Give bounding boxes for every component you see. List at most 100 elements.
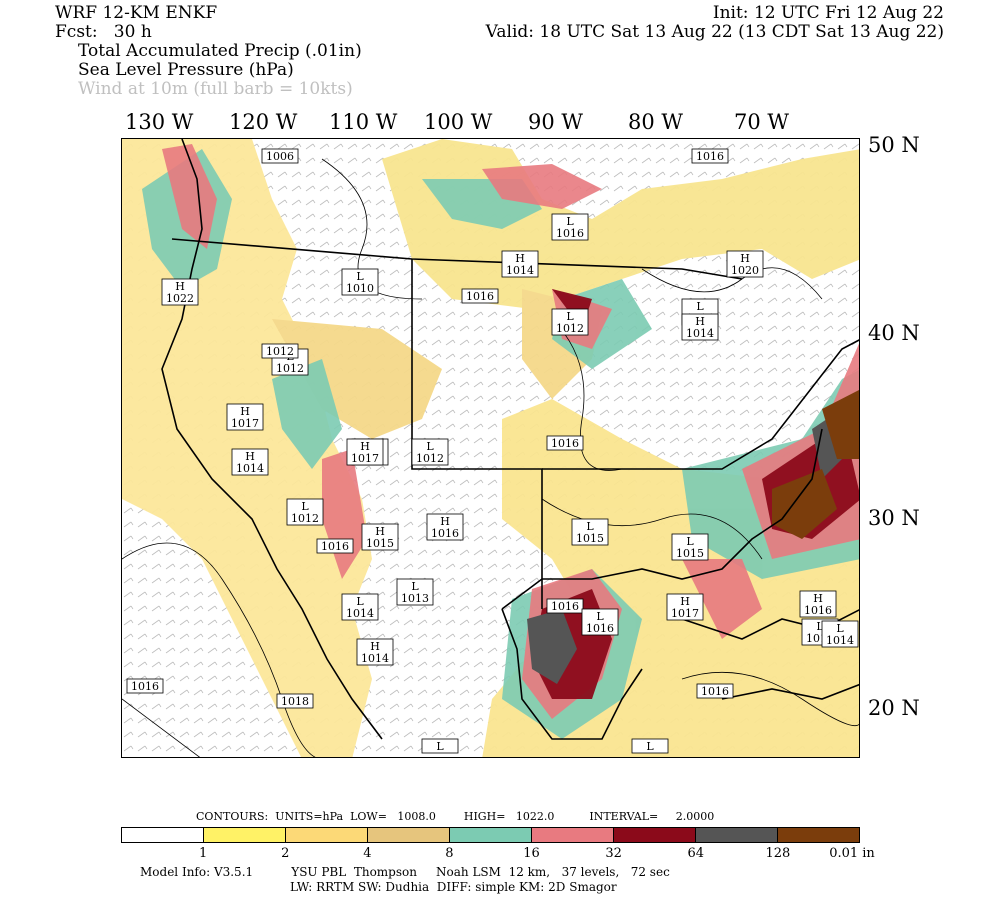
colorbar-label: 32 [605, 846, 622, 861]
pressure-center-type: H [360, 440, 370, 453]
pressure-center-type: L [356, 270, 364, 283]
pressure-center-value: 1016 [804, 604, 832, 617]
pressure-center-value: 1016 [586, 622, 614, 635]
colorbar-cell [286, 828, 368, 842]
colorbar-cell [368, 828, 450, 842]
pressure-center-value: 1016 [551, 437, 579, 450]
pressure-center-value: 1016 [556, 227, 584, 240]
pressure-center-type: H [370, 640, 380, 653]
pressure-center-value: 1016 [466, 290, 494, 303]
lon-label: 110 W [329, 110, 398, 134]
colorbar-label: 8 [445, 846, 454, 861]
model-info: Model Info: V3.5.1 YSU PBL Thompson Noah… [140, 865, 670, 879]
pressure-center-value: 1017 [351, 452, 379, 465]
precip-brown [772, 390, 859, 539]
pressure-center: 1016 [546, 435, 584, 451]
pressure-center-value: 1016 [696, 150, 724, 163]
pressure-center: 1012 [261, 343, 299, 359]
lon-label: 100 W [424, 110, 493, 134]
colorbar-label: 1 [198, 846, 208, 861]
pressure-center-type: H [245, 450, 255, 463]
pressure-center-value: 1014 [236, 462, 264, 475]
colorbar-label: 2 [281, 846, 290, 861]
pressure-center: 1016 [461, 288, 499, 304]
pressure-center: L [631, 738, 669, 754]
forecast-hour: Fcst: 30 h [55, 22, 152, 42]
pressure-center-value: 1012 [416, 452, 444, 465]
field-slp: Sea Level Pressure (hPa) [78, 60, 294, 80]
pressure-center-type: L [356, 595, 364, 608]
pressure-center-type: L [436, 740, 444, 753]
colorbar-label: 16 [523, 846, 540, 861]
pressure-center-value: 1016 [131, 680, 159, 693]
pressure-center-type: L [816, 620, 824, 633]
pressure-center-type: H [515, 252, 525, 265]
colorbar-cell [532, 828, 614, 842]
pressure-center-type: L [426, 440, 434, 453]
pressure-center-value: 1015 [576, 532, 604, 545]
colorbar-label: 0.01 in [829, 846, 875, 861]
pressure-center-type: L [596, 610, 604, 623]
pressure-center-type: H [440, 515, 450, 528]
pressure-center-type: H [240, 405, 250, 418]
lat-label: 40 N [868, 321, 920, 345]
colorbar-cell [450, 828, 532, 842]
colorbar-cell [122, 828, 204, 842]
pressure-center-type: L [566, 310, 574, 323]
field-wind: Wind at 10m (full barb = 10kts) [78, 79, 353, 99]
lat-label: 20 N [868, 696, 920, 720]
colorbar-cell [696, 828, 778, 842]
pressure-center-type: L [301, 500, 309, 513]
lat-label: 30 N [868, 506, 920, 530]
colorbar-cell [614, 828, 696, 842]
lat-label: 50 N [868, 133, 920, 157]
pressure-center-type: H [695, 315, 705, 328]
colorbar-cell [778, 828, 859, 842]
pressure-center-value: 1016 [701, 685, 729, 698]
pressure-center: 1016 [126, 678, 164, 694]
lon-label: 70 W [734, 110, 789, 134]
pressure-center-value: 1010 [346, 282, 374, 295]
pressure-center-type: H [375, 525, 385, 538]
physics-info: LW: RRTM SW: Dudhia DIFF: simple KM: 2D … [290, 880, 617, 894]
pressure-center-value: 1014 [826, 634, 854, 647]
pressure-center-type: H [813, 592, 823, 605]
pressure-center: 1018 [276, 693, 314, 709]
pressure-center-value: 1022 [166, 292, 194, 305]
pressure-center-value: 1006 [266, 150, 294, 163]
pressure-center-value: 1012 [276, 362, 304, 375]
pressure-center: 1016 [546, 598, 584, 614]
pressure-center-value: 1014 [506, 264, 534, 277]
pressure-center-type: H [175, 280, 185, 293]
pressure-center: 1016 [316, 538, 354, 554]
pressure-center-value: 1012 [556, 322, 584, 335]
colorbar-label: 4 [363, 846, 372, 861]
lon-label: 130 W [125, 110, 194, 134]
pressure-center-type: L [646, 740, 654, 753]
pressure-center-value: 1012 [291, 512, 319, 525]
pressure-center-type: H [740, 252, 750, 265]
forecast-map: 10061016L1016H1014H1020H1022L10101016L10… [121, 138, 860, 758]
pressure-center-type: L [411, 580, 419, 593]
pressure-centers: 10061016L1016H1014H1020H1022L10101016L10… [126, 148, 859, 754]
pressure-center-value: 1012 [266, 345, 294, 358]
pressure-center-type: H [680, 595, 690, 608]
pressure-center-value: 1014 [361, 652, 389, 665]
contour-info: CONTOURS: UNITS=hPa LOW= 1008.0 HIGH= 10… [196, 810, 715, 823]
